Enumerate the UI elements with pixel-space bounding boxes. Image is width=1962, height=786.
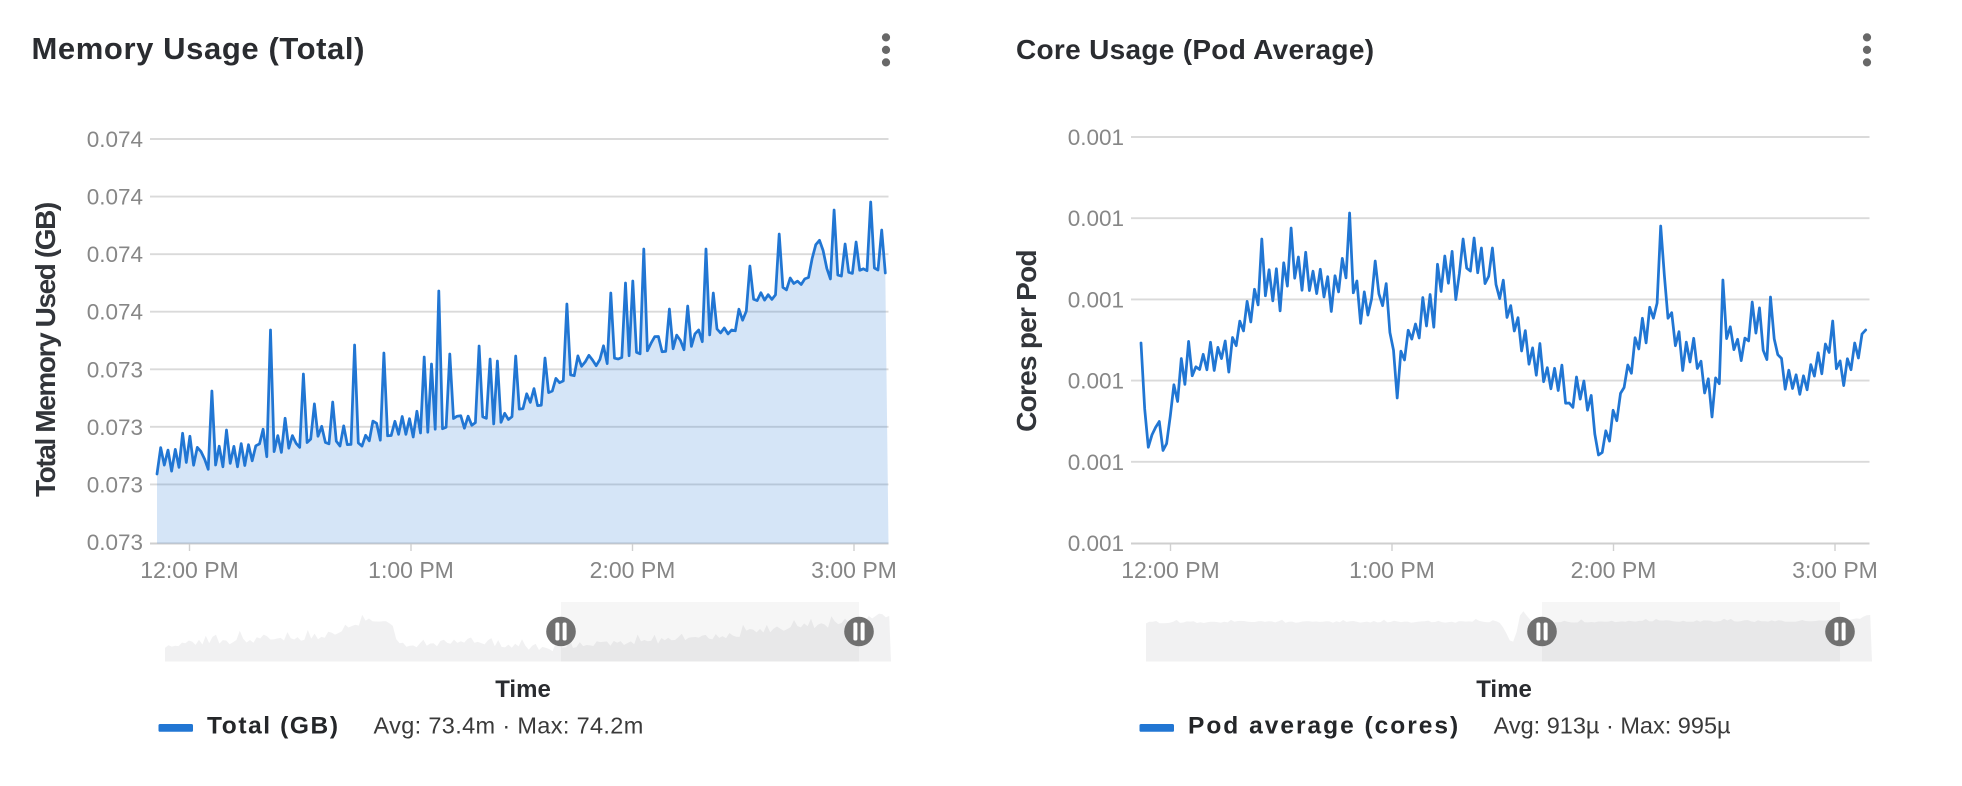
svg-text:0.073: 0.073 — [87, 530, 143, 555]
svg-text:0.074: 0.074 — [87, 242, 143, 267]
svg-text:Time: Time — [1476, 676, 1532, 703]
svg-text:12:00 PM: 12:00 PM — [140, 557, 238, 583]
svg-text:Total (GB): Total (GB) — [207, 713, 340, 740]
svg-text:Total Memory Used (GB): Total Memory Used (GB) — [30, 203, 61, 497]
svg-text:0.074: 0.074 — [87, 300, 143, 325]
svg-text:Avg: 73.4m · Max: 74.2m: Avg: 73.4m · Max: 74.2m — [374, 713, 644, 739]
svg-text:0.001: 0.001 — [1068, 531, 1124, 556]
svg-text:0.073: 0.073 — [87, 472, 143, 497]
svg-text:0.074: 0.074 — [87, 185, 143, 210]
svg-text:0.074: 0.074 — [87, 127, 143, 152]
svg-text:0.001: 0.001 — [1068, 369, 1124, 394]
svg-text:0.001: 0.001 — [1068, 125, 1124, 150]
svg-text:Avg: 913µ · Max: 995µ: Avg: 913µ · Max: 995µ — [1494, 713, 1731, 739]
svg-text:12:00 PM: 12:00 PM — [1121, 557, 1219, 583]
svg-text:0.073: 0.073 — [87, 357, 143, 382]
svg-text:0.001: 0.001 — [1068, 287, 1124, 312]
svg-text:Core Usage (Pod Average): Core Usage (Pod Average) — [1016, 34, 1374, 65]
svg-text:3:00 PM: 3:00 PM — [1792, 557, 1878, 583]
svg-text:3:00 PM: 3:00 PM — [811, 557, 897, 583]
svg-text:0.073: 0.073 — [87, 415, 143, 440]
svg-text:0.001: 0.001 — [1068, 206, 1124, 231]
svg-text:Memory Usage (Total): Memory Usage (Total) — [32, 31, 366, 66]
svg-text:Pod average (cores): Pod average (cores) — [1188, 713, 1460, 740]
svg-text:2:00 PM: 2:00 PM — [590, 557, 676, 583]
svg-text:Time: Time — [495, 676, 551, 703]
svg-text:0.001: 0.001 — [1068, 450, 1124, 475]
svg-text:1:00 PM: 1:00 PM — [368, 557, 454, 583]
svg-text:Cores per Pod: Cores per Pod — [1011, 250, 1042, 432]
svg-text:1:00 PM: 1:00 PM — [1349, 557, 1435, 583]
svg-text:2:00 PM: 2:00 PM — [1571, 557, 1657, 583]
